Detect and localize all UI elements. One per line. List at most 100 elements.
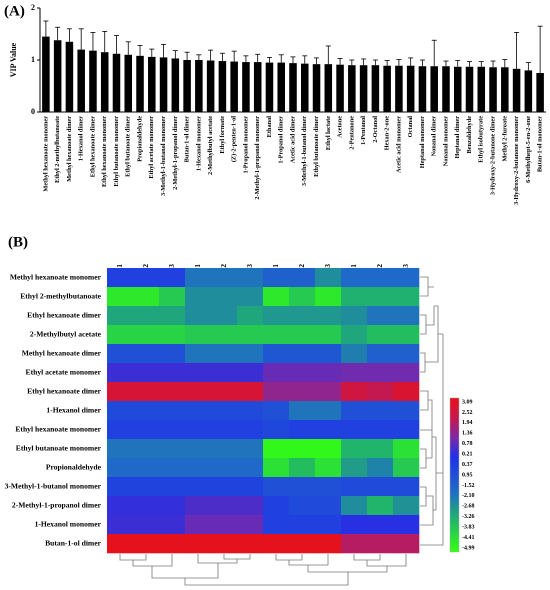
- x-tick-label: Ethyl butanoate monomer: [113, 116, 120, 187]
- heatmap-cell: [237, 325, 264, 345]
- heatmap-cell: [185, 420, 212, 440]
- bar: [242, 62, 250, 112]
- heatmap-cell: [341, 268, 368, 288]
- heatmap-cell: [341, 401, 368, 421]
- heatmap-cell: [133, 363, 160, 383]
- heatmap-cell: [237, 382, 264, 402]
- heatmap-cell: [211, 496, 238, 516]
- bar: [359, 65, 368, 112]
- heatmap-cell: [393, 439, 420, 459]
- heatmap-cell: [237, 268, 264, 288]
- heatmap-cell: [315, 325, 342, 345]
- bar: [65, 41, 74, 112]
- row-label: 1-Hexanol dimer: [46, 405, 101, 414]
- heatmap-cell: [341, 382, 368, 402]
- colorbar-label: -1.52: [462, 483, 475, 489]
- x-tick-label: 1-Propanol monomer: [242, 116, 249, 174]
- heatmap-cell: [263, 477, 290, 497]
- bar: [277, 62, 285, 112]
- colorbar-label: 0.21: [462, 452, 473, 458]
- heatmap-cell: [211, 306, 238, 326]
- colorbar-label: 0.95: [462, 472, 473, 478]
- x-tick-label: Butan-1-ol dimer: [184, 116, 191, 163]
- bar: [253, 62, 262, 112]
- heatmap-cell: [341, 344, 368, 364]
- heatmap-cell: [289, 287, 316, 307]
- x-tick-label: Ethyl 2-methylbutanoate: [54, 116, 61, 183]
- bar: [289, 63, 297, 112]
- heatmap-cell: [211, 401, 238, 421]
- bar: [230, 61, 238, 112]
- heatmap-cell: [211, 515, 238, 535]
- heatmap-cell: [159, 268, 186, 288]
- heatmap-cell: [393, 325, 420, 345]
- x-tick-label: 2-Methylbutyl acetate: [207, 116, 214, 175]
- heatmap-cell: [159, 306, 186, 326]
- bar: [42, 36, 50, 112]
- heatmap-cell: [367, 458, 394, 478]
- x-tick-label: 1-Hexanol monomer: [195, 116, 202, 171]
- bar: [348, 65, 356, 112]
- bar: [183, 60, 191, 112]
- heatmap-cell: [133, 477, 160, 497]
- panel-label: (A): [4, 3, 25, 19]
- heatmap-cell: [315, 534, 342, 554]
- heatmap-cell: [133, 268, 160, 288]
- heatmap-cell: [315, 401, 342, 421]
- heatmap-cell: [367, 325, 394, 345]
- x-tick-label: Octanal: [407, 116, 414, 138]
- heatmap-cell: [315, 477, 342, 497]
- heatmap-cell: [133, 306, 160, 326]
- y-tick-label: 2: [31, 3, 35, 12]
- heatmap-cell: [107, 382, 134, 402]
- heatmap-cell: [289, 401, 316, 421]
- x-tick-label: 1-Propanol dimer: [278, 116, 285, 164]
- heatmap-cell: [159, 363, 186, 383]
- colorbar: [449, 397, 460, 553]
- y-axis-label: VIP Value: [9, 42, 18, 77]
- x-tick-label: Propionaldehyde: [136, 116, 143, 162]
- heatmap-cell: [393, 344, 420, 364]
- heatmap-cell: [185, 287, 212, 307]
- heatmap-cell: [185, 477, 212, 497]
- x-tick-label: 3-Hydroxy-2-butanone dimer: [489, 116, 496, 195]
- heatmap-cell: [133, 287, 160, 307]
- heatmap-cell: [367, 287, 394, 307]
- heatmap-cell: [315, 268, 342, 288]
- heatmap-cell: [263, 420, 290, 440]
- colorbar-label: 2.52: [462, 410, 473, 416]
- heatmap-cell: [393, 515, 420, 535]
- x-tick-label: Methyl hexanoate monomer: [42, 116, 49, 192]
- heatmap-cell: [289, 382, 316, 402]
- bar: [218, 61, 227, 112]
- heatmap-cell: [107, 439, 134, 459]
- heatmap-cell: [341, 287, 368, 307]
- heatmap-cell: [367, 268, 394, 288]
- heatmap-cell: [211, 534, 238, 554]
- heatmap-cell: [211, 268, 238, 288]
- row-label: Ethyl hexanoate dimer: [27, 310, 101, 319]
- heatmap-cell: [263, 268, 290, 288]
- x-tick-label: 1-Pentanol: [360, 116, 367, 145]
- heatmap-cell: [393, 401, 420, 421]
- x-tick-label: 2-Methyl-1-propanol dimer: [172, 116, 179, 190]
- bar: [465, 66, 474, 112]
- bar: [136, 55, 144, 112]
- heatmap-cell: [185, 515, 212, 535]
- heatmap-cell: [263, 325, 290, 345]
- x-tick-label: 2-Pentanone: [348, 116, 355, 150]
- heatmap-cell: [341, 325, 368, 345]
- heatmap-cell: [263, 382, 290, 402]
- x-tick-label: Ethyl butanoate dimer: [125, 116, 132, 177]
- heatmap-cell: [393, 420, 420, 440]
- heatmap-cell: [289, 325, 316, 345]
- x-tick-label: Nonanal dimer: [431, 116, 438, 157]
- bar: [265, 62, 274, 112]
- row-label: Ethyl butanoate monomer: [16, 443, 102, 452]
- heatmap-cell: [341, 420, 368, 440]
- row-label: Ethyl hexanoate dimer: [27, 386, 101, 395]
- heatmap-cell: [263, 287, 290, 307]
- colorbar-label: -2.68: [462, 504, 475, 510]
- heatmap-cell: [315, 439, 342, 459]
- heatmap-cell: [107, 496, 134, 516]
